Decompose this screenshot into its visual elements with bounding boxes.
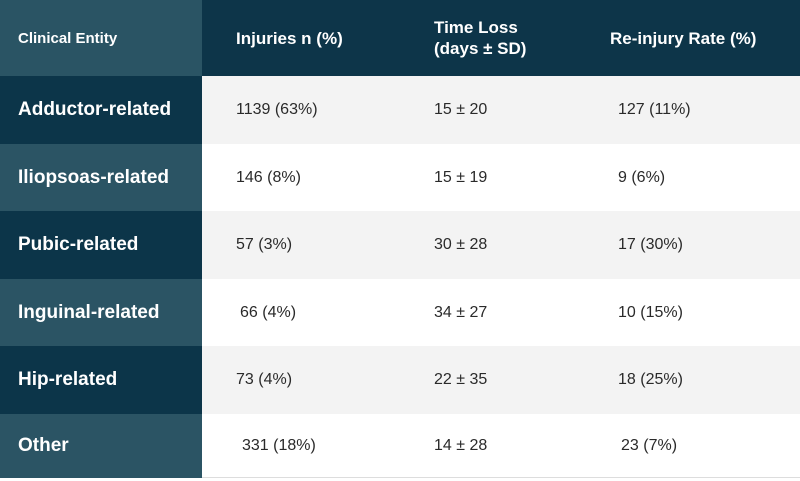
row-reinjury: 10 (15%): [618, 303, 683, 321]
table-row: Iliopsoas-related 146 (8%) 15 ± 19 9 (6%…: [0, 144, 800, 211]
row-reinjury: 23 (7%): [621, 437, 678, 454]
table-header-row: Clinical Entity Injuries n (%) Time Loss…: [0, 0, 800, 76]
row-time-loss: 14 ± 28: [434, 437, 488, 454]
row-time-loss: 15 ± 19: [434, 168, 488, 186]
row-time-loss: 15 ± 20: [434, 101, 488, 118]
row-entity: Iliopsoas-related: [0, 144, 202, 211]
row-injuries: 1139 (63%): [236, 101, 318, 118]
header-injuries: Injuries n (%): [202, 0, 406, 76]
row-injuries: 66 (4%): [240, 303, 297, 321]
row-injuries: 73 (4%): [236, 371, 293, 388]
row-entity: Pubic-related: [0, 211, 202, 279]
header-injuries-label: Injuries n (%): [236, 28, 343, 48]
row-reinjury: 18 (25%): [618, 371, 683, 388]
table-row: Hip-related 73 (4%) 22 ± 35 18 (25%): [0, 346, 800, 414]
header-time-loss-label: Time Loss (days ± SD): [434, 18, 527, 58]
row-reinjury: 127 (11%): [618, 101, 691, 118]
table-row: Adductor-related 1139 (63%) 15 ± 20 127 …: [0, 76, 800, 144]
row-injuries: 146 (8%): [236, 168, 301, 186]
table-row: Inguinal-related 66 (4%) 34 ± 27 10 (15%…: [0, 279, 800, 346]
header-reinjury-rate: Re-injury Rate (%): [590, 0, 800, 76]
row-entity: Hip-related: [0, 346, 202, 414]
table-row: Other 331 (18%) 14 ± 28 23 (7%): [0, 414, 800, 478]
row-reinjury: 17 (30%): [618, 236, 683, 253]
row-entity: Adductor-related: [0, 76, 202, 144]
row-entity: Other: [0, 414, 202, 478]
row-entity: Inguinal-related: [0, 279, 202, 346]
table-bottom-divider: [202, 477, 800, 478]
header-clinical-entity: Clinical Entity: [0, 0, 202, 76]
table-row: Pubic-related 57 (3%) 30 ± 28 17 (30%): [0, 211, 800, 279]
header-reinjury-label: Re-injury Rate (%): [610, 28, 757, 48]
row-time-loss: 34 ± 27: [434, 303, 488, 321]
row-injuries: 57 (3%): [236, 236, 293, 253]
header-time-loss: Time Loss (days ± SD): [406, 0, 590, 76]
row-time-loss: 30 ± 28: [434, 236, 488, 253]
row-reinjury: 9 (6%): [618, 168, 666, 186]
row-injuries: 331 (18%): [242, 437, 316, 454]
row-time-loss: 22 ± 35: [434, 371, 488, 388]
